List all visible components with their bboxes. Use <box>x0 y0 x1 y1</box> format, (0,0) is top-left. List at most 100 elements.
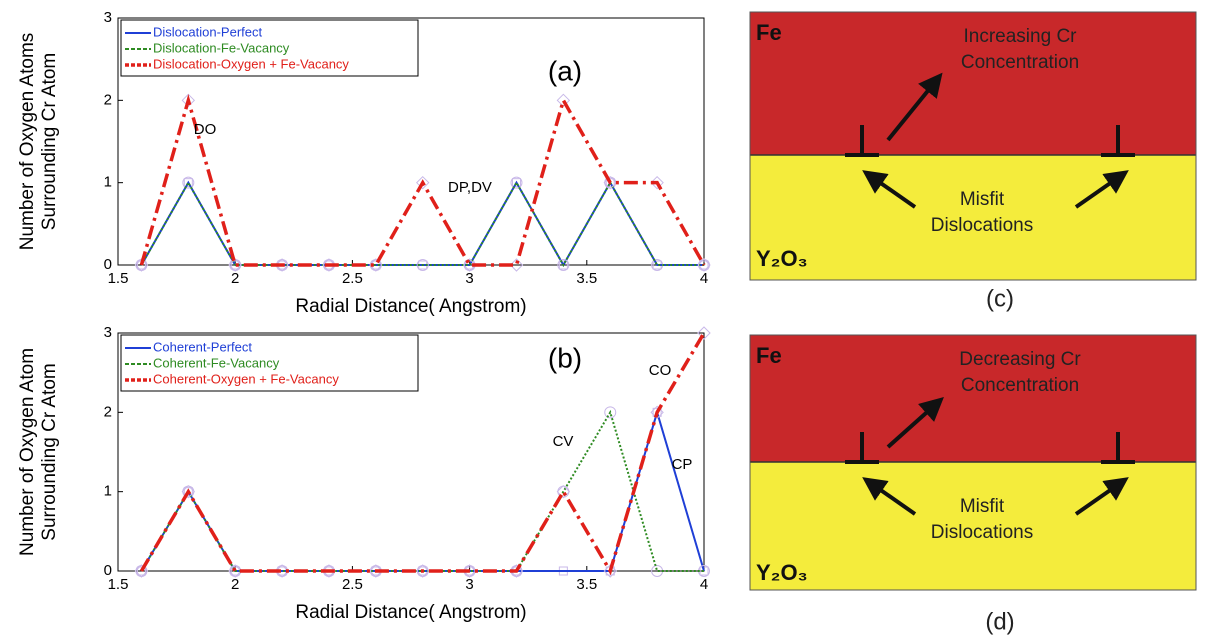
x-axis-label: Radial Distance( Angstrom) <box>295 602 526 623</box>
y-tick-label: 2 <box>104 91 112 108</box>
legend-label: Coherent-Fe-Vacancy <box>153 355 280 370</box>
misfit-text: Misfit <box>960 496 1005 517</box>
x-tick-label: 3.5 <box>576 270 597 287</box>
fe-label: Fe <box>756 20 782 45</box>
y2o3-label: Y₂O₃ <box>756 246 808 271</box>
point <box>416 564 430 578</box>
glow <box>1023 45 1196 155</box>
y-axis-label: Number of Oxygen Atoms <box>17 33 38 251</box>
legend-box <box>120 19 419 77</box>
caption: (c) <box>986 285 1014 312</box>
diagram-d <box>749 334 1197 591</box>
point <box>416 259 429 271</box>
arrow <box>862 170 917 209</box>
y-axis-label: Number of Oxygen Atom <box>17 348 38 556</box>
point <box>183 487 193 497</box>
arrow-text: Increasing Cr <box>964 26 1078 47</box>
x-tick-label: 2 <box>231 576 239 593</box>
point <box>275 564 289 578</box>
arrow <box>1074 170 1129 209</box>
y2o3-label: Y₂O₃ <box>756 560 808 585</box>
point <box>136 566 146 576</box>
arrow <box>1074 477 1129 516</box>
x-tick-label: 1.5 <box>108 576 129 593</box>
point <box>509 258 524 272</box>
series-line <box>140 409 704 572</box>
point <box>650 175 664 190</box>
point <box>322 258 336 272</box>
x-axis-label: Radial Distance( Angstrom) <box>295 296 526 317</box>
annotation: CP <box>672 456 693 473</box>
point <box>322 564 336 578</box>
point <box>699 566 709 576</box>
point <box>603 564 617 578</box>
point <box>462 564 477 578</box>
point <box>697 258 711 272</box>
point <box>183 178 193 188</box>
fe-label: Fe <box>756 343 782 368</box>
x-tick-label: 4 <box>700 576 708 593</box>
arrow-text: Concentration <box>961 375 1079 396</box>
arrow-text: Concentration <box>961 52 1079 73</box>
dark <box>766 352 966 462</box>
y-tick-label: 0 <box>104 256 112 273</box>
point <box>650 405 664 420</box>
y-tick-label: 2 <box>104 403 112 420</box>
point <box>605 178 615 188</box>
point <box>369 258 383 272</box>
point <box>558 260 568 270</box>
annotation: DO <box>194 121 217 138</box>
series-line <box>139 332 706 576</box>
point <box>510 176 523 189</box>
panel-label: (b) <box>548 342 582 373</box>
point <box>275 258 289 272</box>
series-line <box>139 93 706 267</box>
caption: (d) <box>985 608 1014 635</box>
point <box>134 258 149 272</box>
y-tick-label: 3 <box>104 324 112 341</box>
x-tick-label: 1.5 <box>108 270 129 287</box>
legend-label: Dislocation-Oxygen + Fe-Vacancy <box>153 56 349 71</box>
point <box>604 406 617 419</box>
legend-label: Dislocation-Perfect <box>153 24 262 39</box>
x-tick-label: 2 <box>231 270 239 287</box>
point <box>228 564 242 578</box>
x-tick-label: 2.5 <box>342 270 363 287</box>
point <box>182 176 195 189</box>
point <box>557 259 570 271</box>
y-axis-label: Surrounding Cr Atom <box>39 363 60 540</box>
y-tick-label: 0 <box>104 562 112 579</box>
y-axis-label: Surrounding Cr Atom <box>39 53 60 230</box>
point <box>462 258 477 272</box>
point <box>697 326 711 340</box>
x-tick-label: 2.5 <box>342 576 363 593</box>
annotation: DP,DV <box>448 179 492 196</box>
x-tick-label: 4 <box>700 270 708 287</box>
point <box>181 484 196 499</box>
misfit-text: Misfit <box>960 189 1005 210</box>
annotation: CV <box>553 433 574 450</box>
x-tick-label: 3 <box>465 576 473 593</box>
point <box>603 175 617 190</box>
arrow <box>862 477 917 516</box>
misfit-text: Dislocations <box>931 215 1033 236</box>
point <box>511 178 521 188</box>
legend-label: Coherent-Oxygen + Fe-Vacancy <box>153 371 339 386</box>
series-line <box>140 180 704 268</box>
x-tick-label: 3 <box>465 270 473 287</box>
glow <box>757 45 967 155</box>
point <box>556 484 571 499</box>
legend-label: Coherent-Perfect <box>153 339 252 354</box>
annotation: CO <box>649 362 672 379</box>
point <box>416 175 430 190</box>
y-tick-label: 1 <box>104 174 112 191</box>
legend-label: Dislocation-Fe-Vacancy <box>153 40 290 55</box>
x-tick-label: 3.5 <box>576 576 597 593</box>
arrow-text: Decreasing Cr <box>959 349 1081 370</box>
legend-box <box>120 334 419 392</box>
point <box>369 564 383 578</box>
series-line <box>140 180 704 268</box>
y-tick-label: 3 <box>104 9 112 26</box>
point <box>134 564 149 578</box>
arrow <box>886 397 944 449</box>
